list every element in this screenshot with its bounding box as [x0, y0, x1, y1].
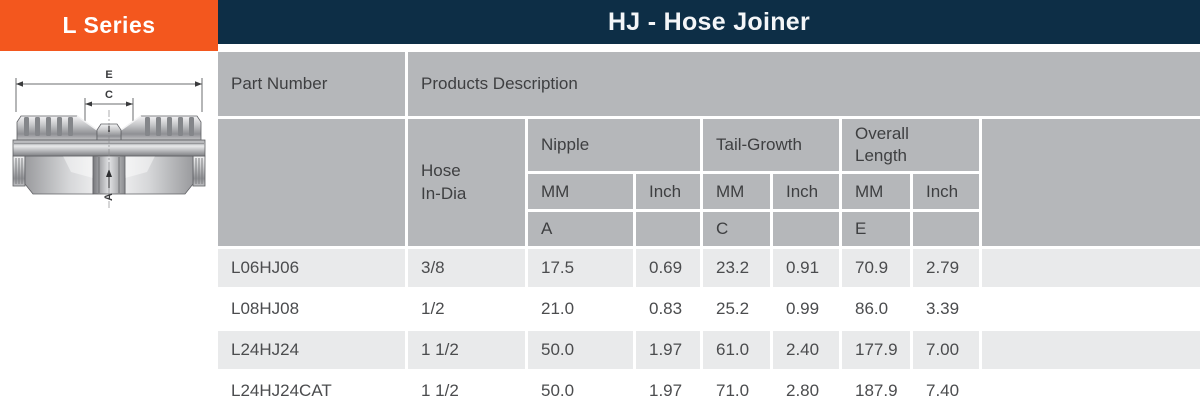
header-overall-mm: MM	[842, 174, 910, 209]
header-nipple-inch: Inch	[636, 174, 700, 209]
row-nipple-inch: 0.69	[636, 249, 700, 287]
header-dim-empty-3	[913, 212, 979, 246]
row-nipple-inch: 1.97	[636, 372, 700, 410]
row-hose-in-dia: 3/8	[408, 249, 525, 287]
row-overall-mm: 86.0	[842, 290, 910, 328]
row-nipple-inch: 1.97	[636, 331, 700, 369]
dim-label-e: E	[105, 69, 112, 81]
header-part-number: Part Number	[218, 52, 405, 116]
row-tail-mm: 23.2	[703, 249, 770, 287]
header-dim-a: A	[528, 212, 633, 246]
row-hose-in-dia: 1/2	[408, 290, 525, 328]
row-tail-mm: 61.0	[703, 331, 770, 369]
row-overall-inch: 2.79	[913, 249, 979, 287]
dimension-a: A	[103, 169, 115, 201]
header-group-overall-length: Overall Length	[842, 119, 979, 171]
header-hose-in-dia: Hose In-Dia	[408, 119, 525, 246]
header-dim-empty-1	[636, 212, 700, 246]
row-empty-cell	[982, 372, 1200, 410]
header-empty-part-cell	[218, 119, 405, 246]
dimension-e: E	[15, 69, 203, 112]
row-tail-inch: 0.99	[773, 290, 839, 328]
header-overall-inch: Inch	[913, 174, 979, 209]
row-nipple-mm: 50.0	[528, 372, 633, 410]
row-overall-mm: 70.9	[842, 249, 910, 287]
row-nipple-inch: 0.83	[636, 290, 700, 328]
row-tail-inch: 0.91	[773, 249, 839, 287]
row-overall-inch: 7.00	[913, 331, 979, 369]
row-part-number: L24HJ24	[218, 331, 405, 369]
row-hose-in-dia: 1 1/2	[408, 372, 525, 410]
row-part-number: L24HJ24CAT	[218, 372, 405, 410]
dim-label-c: C	[105, 89, 113, 101]
dim-label-a: A	[103, 193, 115, 201]
header-group-tail-growth: Tail-Growth	[703, 119, 839, 171]
row-tail-inch: 2.40	[773, 331, 839, 369]
header-dim-e: E	[842, 212, 910, 246]
row-overall-mm: 187.9	[842, 372, 910, 410]
page-title: HJ - Hose Joiner	[607, 7, 811, 36]
row-overall-mm: 177.9	[842, 331, 910, 369]
dimension-c: C	[84, 89, 134, 122]
row-tail-inch: 2.80	[773, 372, 839, 410]
left-panel: L Series	[0, 0, 218, 411]
spec-table: Part Number Products Description Hose In…	[218, 52, 1200, 410]
hose-joiner-drawing: E C	[12, 69, 206, 208]
row-overall-inch: 7.40	[913, 372, 979, 410]
header-products-description: Products Description	[408, 52, 1200, 116]
row-nipple-mm: 21.0	[528, 290, 633, 328]
header-empty-right-cell	[982, 119, 1200, 246]
row-part-number: L08HJ08	[218, 290, 405, 328]
row-part-number: L06HJ06	[218, 249, 405, 287]
header-tail-mm: MM	[703, 174, 770, 209]
row-tail-mm: 25.2	[703, 290, 770, 328]
row-empty-cell	[982, 331, 1200, 369]
hose-joiner-diagram: E C	[11, 64, 207, 216]
header-dim-empty-2	[773, 212, 839, 246]
row-empty-cell	[982, 290, 1200, 328]
title-bar: HJ - Hose Joiner	[218, 0, 1200, 44]
series-label: L Series	[62, 12, 156, 38]
series-banner: L Series	[0, 0, 218, 51]
row-hose-in-dia: 1 1/2	[408, 331, 525, 369]
row-tail-mm: 71.0	[703, 372, 770, 410]
row-overall-inch: 3.39	[913, 290, 979, 328]
row-nipple-mm: 50.0	[528, 331, 633, 369]
row-empty-cell	[982, 249, 1200, 287]
header-group-nipple: Nipple	[528, 119, 700, 171]
header-nipple-mm: MM	[528, 174, 633, 209]
row-nipple-mm: 17.5	[528, 249, 633, 287]
header-dim-c: C	[703, 212, 770, 246]
header-tail-inch: Inch	[773, 174, 839, 209]
